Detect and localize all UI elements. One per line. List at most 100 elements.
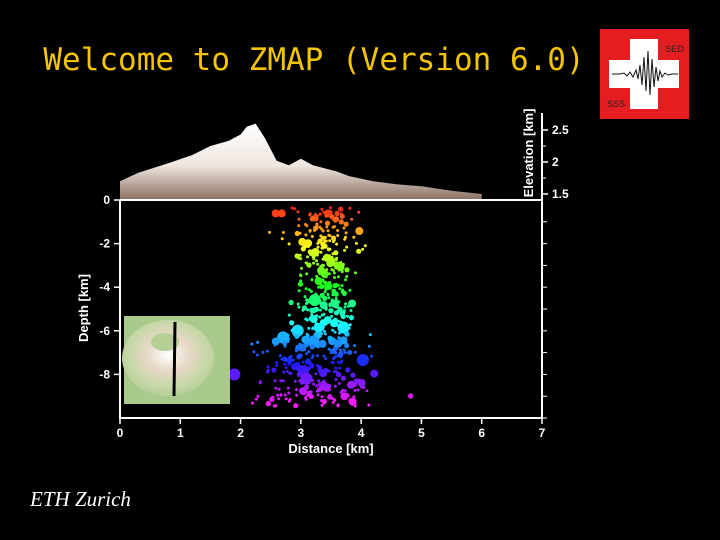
- event-point: [328, 393, 332, 397]
- event-point: [307, 326, 311, 330]
- event-point: [308, 213, 312, 217]
- event-point: [256, 394, 260, 398]
- y-tick-label: 0: [103, 193, 110, 207]
- event-point: [331, 348, 337, 354]
- event-point: [285, 370, 289, 373]
- event-point: [330, 361, 334, 364]
- event-point: [277, 209, 286, 218]
- event-point: [298, 237, 307, 246]
- event-point: [314, 372, 318, 376]
- logo-label-sed: SED: [665, 44, 684, 54]
- event-point: [343, 248, 347, 252]
- page-title: Welcome to ZMAP (Version 6.0): [43, 42, 585, 78]
- event-point: [292, 358, 295, 362]
- event-point: [320, 395, 324, 399]
- event-point: [345, 275, 349, 278]
- event-point: [288, 299, 294, 306]
- event-point: [318, 272, 322, 276]
- event-point: [317, 366, 321, 370]
- event-point: [286, 386, 290, 390]
- y-tick-label: -8: [99, 367, 110, 381]
- event-point: [265, 401, 271, 407]
- seismogram-icon: [612, 50, 678, 96]
- event-point: [315, 322, 318, 326]
- event-point: [348, 397, 357, 406]
- event-point: [304, 261, 308, 265]
- event-point: [343, 321, 347, 325]
- event-point: [296, 302, 300, 306]
- event-point: [341, 388, 345, 392]
- event-point: [343, 221, 349, 227]
- event-point: [297, 333, 301, 337]
- event-point: [310, 310, 314, 314]
- event-point: [356, 354, 369, 366]
- event-point: [347, 380, 356, 389]
- event-point: [339, 361, 342, 365]
- event-point: [306, 262, 312, 268]
- event-point: [254, 397, 258, 401]
- event-point: [353, 350, 357, 354]
- event-point: [318, 339, 327, 348]
- event-point: [334, 378, 338, 381]
- event-point: [314, 307, 318, 311]
- event-point: [344, 231, 348, 235]
- event-point: [353, 388, 357, 392]
- event-point: [326, 284, 332, 290]
- event-point: [345, 367, 351, 373]
- event-point: [339, 348, 342, 352]
- event-point: [301, 360, 305, 364]
- event-point: [327, 233, 331, 237]
- event-point: [335, 242, 339, 246]
- event-point: [290, 328, 294, 332]
- event-point: [289, 355, 293, 358]
- event-point: [333, 330, 337, 334]
- x-axis-ticks: 0 1 2 3 4 5 6 7: [117, 418, 546, 440]
- event-point: [343, 389, 347, 393]
- event-point: [323, 316, 332, 325]
- event-point: [348, 288, 352, 292]
- event-point: [317, 379, 320, 383]
- event-point: [306, 394, 310, 397]
- event-point: [281, 231, 285, 234]
- event-point: [340, 270, 344, 274]
- event-point: [297, 217, 301, 221]
- event-point: [315, 253, 319, 257]
- event-point: [273, 343, 277, 347]
- event-point: [313, 225, 319, 231]
- event-point: [330, 314, 334, 318]
- event-point: [315, 354, 319, 358]
- event-point: [287, 242, 291, 246]
- event-point: [370, 369, 379, 378]
- event-point: [354, 382, 358, 386]
- event-point: [287, 399, 291, 403]
- event-point: [287, 337, 291, 341]
- elevation-tick-label: 2: [552, 155, 559, 169]
- x-axis-label: Distance [km]: [288, 441, 373, 456]
- elevation-axis-label: Elevation [km]: [521, 109, 536, 198]
- event-point: [339, 215, 343, 218]
- event-point: [299, 273, 303, 277]
- event-point: [318, 370, 322, 373]
- elevation-profile: [120, 123, 482, 200]
- location-inset-map: [122, 316, 230, 404]
- event-point: [334, 291, 338, 295]
- event-point: [313, 213, 317, 216]
- event-point: [287, 313, 291, 317]
- event-point: [327, 296, 331, 300]
- inset-map-relief: [122, 320, 214, 396]
- event-point: [340, 290, 344, 294]
- event-point: [281, 379, 285, 383]
- event-point: [304, 384, 310, 390]
- event-point: [303, 392, 307, 396]
- event-point: [316, 250, 320, 254]
- event-point: [294, 230, 300, 237]
- event-point: [315, 223, 319, 227]
- event-point: [333, 250, 339, 256]
- event-point: [320, 241, 326, 248]
- event-point: [368, 333, 372, 337]
- event-point: [290, 363, 297, 369]
- event-point: [306, 308, 310, 312]
- event-point: [287, 391, 291, 395]
- event-point: [305, 272, 309, 276]
- event-point: [346, 393, 350, 397]
